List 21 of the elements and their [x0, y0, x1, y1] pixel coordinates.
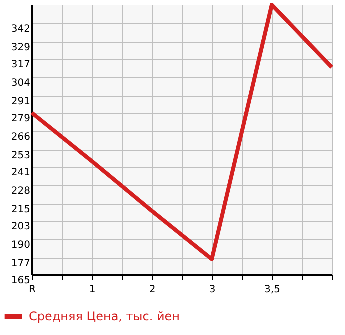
- x-tick-label: 2: [149, 284, 156, 296]
- y-tick-label: 317: [11, 60, 30, 70]
- y-tick-label: 342: [11, 24, 30, 35]
- y-tick-label: 291: [11, 96, 30, 108]
- x-tick-label: R: [29, 284, 36, 296]
- y-tick-label: 279: [11, 114, 30, 124]
- legend-label: Средняя Цена, тыс. йен: [29, 310, 180, 324]
- y-tick-label: 266: [11, 132, 30, 143]
- x-tick-label: 3,5: [264, 284, 280, 296]
- y-tick-label: 329: [11, 42, 30, 54]
- y-tick-label: 304: [11, 78, 30, 89]
- y-tick-label: 241: [11, 168, 30, 178]
- y-tick-label: 165: [11, 276, 30, 286]
- y-tick-label: 215: [11, 204, 30, 216]
- y-tick-label: 228: [11, 186, 30, 197]
- y-tick-label: 190: [11, 240, 30, 251]
- x-tick-label: 3: [209, 284, 216, 296]
- x-tick-label: 1: [89, 284, 96, 296]
- y-tick-label: 177: [11, 258, 30, 270]
- y-tick-label: 203: [11, 222, 30, 232]
- y-tick-label: 253: [11, 150, 30, 162]
